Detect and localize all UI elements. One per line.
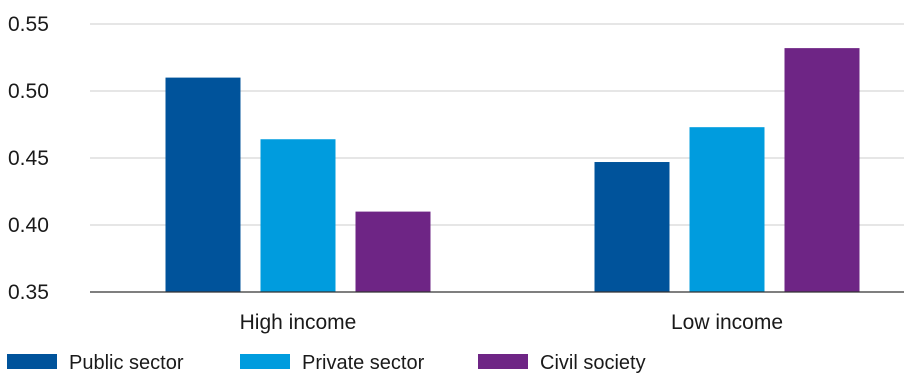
x-category-label: Low income xyxy=(671,311,783,334)
y-tick-label: 0.45 xyxy=(8,147,49,170)
bar-private-sector xyxy=(689,127,765,293)
bar-public-sector xyxy=(165,77,241,292)
legend-label: Public sector xyxy=(69,352,184,374)
bar-civil-society xyxy=(355,211,431,292)
bar-public-sector xyxy=(594,162,670,292)
y-tick-label: 0.40 xyxy=(8,214,49,237)
y-tick-label: 0.35 xyxy=(8,281,49,304)
y-tick-label: 0.50 xyxy=(8,80,49,103)
bar-civil-society xyxy=(784,48,860,293)
x-category-label: High income xyxy=(240,311,357,334)
legend-swatch xyxy=(478,354,528,369)
category-labels: High income Low income xyxy=(240,311,783,334)
legend-swatch xyxy=(240,354,290,369)
y-axis-ticks: 0.35 0.40 0.45 0.50 0.55 xyxy=(8,13,49,304)
bars xyxy=(165,48,860,293)
bar-private-sector xyxy=(260,139,336,292)
legend: Public sector Private sector Civil society xyxy=(7,352,646,374)
legend-label: Private sector xyxy=(302,352,425,374)
y-tick-label: 0.55 xyxy=(8,13,49,36)
legend-label: Civil society xyxy=(540,352,646,374)
legend-swatch xyxy=(7,354,57,369)
